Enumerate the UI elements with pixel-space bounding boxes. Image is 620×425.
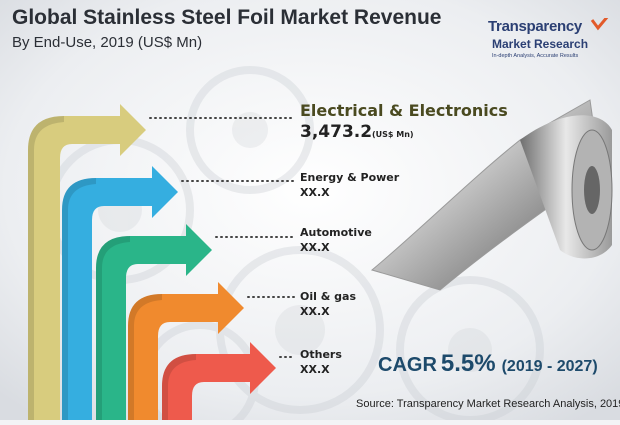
logo-check-icon	[590, 18, 609, 31]
unit-label: (US$ Mn)	[372, 130, 414, 139]
arrow-bar-1	[62, 166, 178, 420]
arrow-bar-2	[96, 224, 212, 420]
value-label-1: XX.X	[300, 186, 330, 199]
value-label-4: XX.X	[300, 363, 330, 376]
chart-subtitle: By End-Use, 2019 (US$ Mn)	[12, 34, 203, 51]
cagr-period: (2019 - 2027)	[501, 358, 598, 375]
category-label-3: Oil & gas	[300, 290, 356, 303]
arrow-shade-4	[162, 354, 196, 420]
cagr-callout: CAGR 5.5% (2019 - 2027)	[378, 350, 598, 378]
brand-name: Transparency	[488, 18, 582, 35]
arrow-bar-4	[162, 342, 276, 420]
foil-roll-image	[370, 99, 613, 291]
category-label-2: Automotive	[300, 226, 372, 239]
source-note: Source: Transparency Market Research Ana…	[356, 398, 620, 410]
category-label-4: Others	[300, 348, 342, 361]
brand-name-line2: Market Research	[492, 37, 589, 51]
value-label-0: 3,473.2	[300, 122, 373, 142]
arrow-shade-2	[96, 236, 130, 420]
cagr-value: 5.5%	[440, 350, 496, 377]
arrow-bar-3	[128, 282, 244, 420]
arrow-shade-1	[62, 178, 96, 420]
value-label-3: XX.X	[300, 305, 330, 318]
arrow-shade-0	[28, 116, 64, 420]
category-label-0: Electrical & Electronics	[300, 101, 508, 120]
value-label-2: XX.X	[300, 241, 330, 254]
arrow-shade-3	[128, 294, 162, 420]
brand-logo: Transparency Market Research In-depth An…	[488, 18, 612, 68]
category-label-1: Energy & Power	[300, 171, 400, 184]
arrow-bar-0	[28, 104, 146, 420]
chart-title: Global Stainless Steel Foil Market Reven…	[12, 6, 442, 29]
brand-tagline: In-depth Analysis, Accurate Results	[492, 53, 579, 59]
cagr-prefix: CAGR	[378, 354, 437, 376]
